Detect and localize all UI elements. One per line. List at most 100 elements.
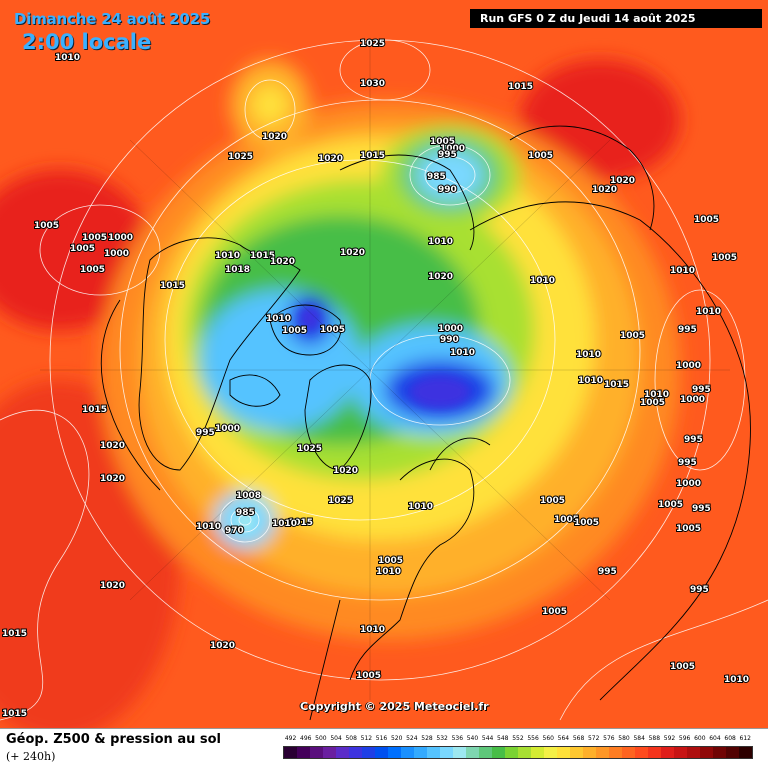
pressure-label: 1005 <box>554 515 579 525</box>
scale-label: 516 <box>375 735 388 742</box>
pressure-label: 1000 <box>215 424 240 434</box>
pressure-label: 1020 <box>318 154 343 164</box>
pressure-label: 1005 <box>34 221 59 231</box>
scale-label: 512 <box>360 735 373 742</box>
scale-swatch <box>336 747 349 758</box>
pressure-label: 1025 <box>297 444 322 454</box>
pressure-label: 1020 <box>270 257 295 267</box>
pressure-label: 1005 <box>378 556 403 566</box>
product-title: Géop. Z500 & pression au sol <box>6 732 221 747</box>
pressure-label: 1015 <box>160 281 185 291</box>
scale-label: 572 <box>587 735 600 742</box>
scale-swatch <box>544 747 557 758</box>
pressure-label: 1005 <box>82 233 107 243</box>
scale-swatch <box>297 747 310 758</box>
valid-date: Dimanche 24 août 2025 <box>14 10 211 28</box>
pressure-label: 1020 <box>340 248 365 258</box>
scale-swatch <box>531 747 544 758</box>
pressure-label: 1015 <box>288 518 313 528</box>
scale-swatch <box>739 747 752 758</box>
pressure-label: 1015 <box>508 82 533 92</box>
pressure-label: 1005 <box>640 398 665 408</box>
pressure-label: 1000 <box>676 479 701 489</box>
pressure-label: 1015 <box>2 629 27 639</box>
pressure-label: 1010 <box>576 350 601 360</box>
pressure-label: 1015 <box>82 405 107 415</box>
scale-swatch <box>375 747 388 758</box>
scale-swatch <box>401 747 414 758</box>
valid-time: 2:00 locale <box>22 30 152 54</box>
pressure-label: 1010 <box>644 390 669 400</box>
scale-swatch <box>466 747 479 758</box>
pressure-label: 1020 <box>610 176 635 186</box>
pressure-label: 1010 <box>272 519 297 529</box>
pressure-label: 1008 <box>236 491 261 501</box>
scale-label: 556 <box>527 735 539 742</box>
pressure-label: 995 <box>438 150 457 160</box>
pressure-label: 1018 <box>225 265 250 275</box>
scale-label: 568 <box>572 735 585 742</box>
pressure-label: 1005 <box>80 265 105 275</box>
scale-label: 596 <box>678 735 691 742</box>
scale-swatch <box>414 747 427 758</box>
scale-label: 536 <box>451 735 464 742</box>
scale-swatch <box>700 747 713 758</box>
pressure-label: 1020 <box>262 132 287 142</box>
scale-swatch <box>505 747 518 758</box>
pressure-label: 1010 <box>696 307 721 317</box>
scale-swatch <box>518 747 531 758</box>
pressure-label: 1010 <box>578 376 603 386</box>
scale-swatch <box>362 747 375 758</box>
pressure-label: 1015 <box>250 251 275 261</box>
pressure-label: 1015 <box>2 709 27 719</box>
scale-label: 496 <box>300 735 312 742</box>
color-scale-bar <box>283 746 753 759</box>
scale-swatch <box>323 747 336 758</box>
scale-swatch <box>349 747 362 758</box>
isobars <box>0 39 768 721</box>
pressure-label: 1015 <box>360 151 385 161</box>
scale-label: 520 <box>390 735 403 742</box>
copyright: Copyright © 2025 Meteociel.fr <box>300 700 489 713</box>
pressure-label: 1000 <box>104 249 129 259</box>
scale-label: 524 <box>406 735 418 742</box>
scale-swatch <box>661 747 674 758</box>
scale-label: 600 <box>694 735 706 742</box>
pressure-label: 1020 <box>100 581 125 591</box>
pressure-label: 1010 <box>266 314 291 324</box>
pressure-label: 1005 <box>320 325 345 335</box>
pressure-label: 1005 <box>356 671 381 681</box>
scale-label: 580 <box>618 735 630 742</box>
scale-label: 608 <box>724 735 736 742</box>
pressure-label: 1000 <box>676 361 701 371</box>
scale-swatch <box>440 747 453 758</box>
pressure-label: 1010 <box>360 625 385 635</box>
pressure-label: 1005 <box>712 253 737 263</box>
pressure-label: 1010 <box>450 348 475 358</box>
pressure-label: 995 <box>692 385 711 395</box>
scale-label: 564 <box>557 735 570 742</box>
pressure-label: 995 <box>678 458 697 468</box>
pressure-label: 1020 <box>592 185 617 195</box>
pressure-label: 1020 <box>210 641 235 651</box>
scale-label: 548 <box>497 735 509 742</box>
scale-swatch <box>609 747 622 758</box>
scale-swatch <box>635 747 648 758</box>
scale-swatch <box>310 747 323 758</box>
pressure-label: 1005 <box>430 137 455 147</box>
scale-label: 528 <box>421 735 433 742</box>
pressure-label: 1025 <box>228 152 253 162</box>
pressure-label: 995 <box>196 428 215 438</box>
pressure-label: 1010 <box>55 53 80 63</box>
scale-swatch <box>622 747 635 758</box>
pressure-label: 1005 <box>658 500 683 510</box>
pressure-label: 970 <box>225 526 244 536</box>
pressure-label: 995 <box>678 325 697 335</box>
coastlines <box>100 125 751 721</box>
pressure-label: 1030 <box>360 79 385 89</box>
scale-label: 540 <box>466 735 479 742</box>
scale-label: 544 <box>481 735 494 742</box>
run-info: Run GFS 0 Z du Jeudi 14 août 2025 <box>470 9 762 28</box>
